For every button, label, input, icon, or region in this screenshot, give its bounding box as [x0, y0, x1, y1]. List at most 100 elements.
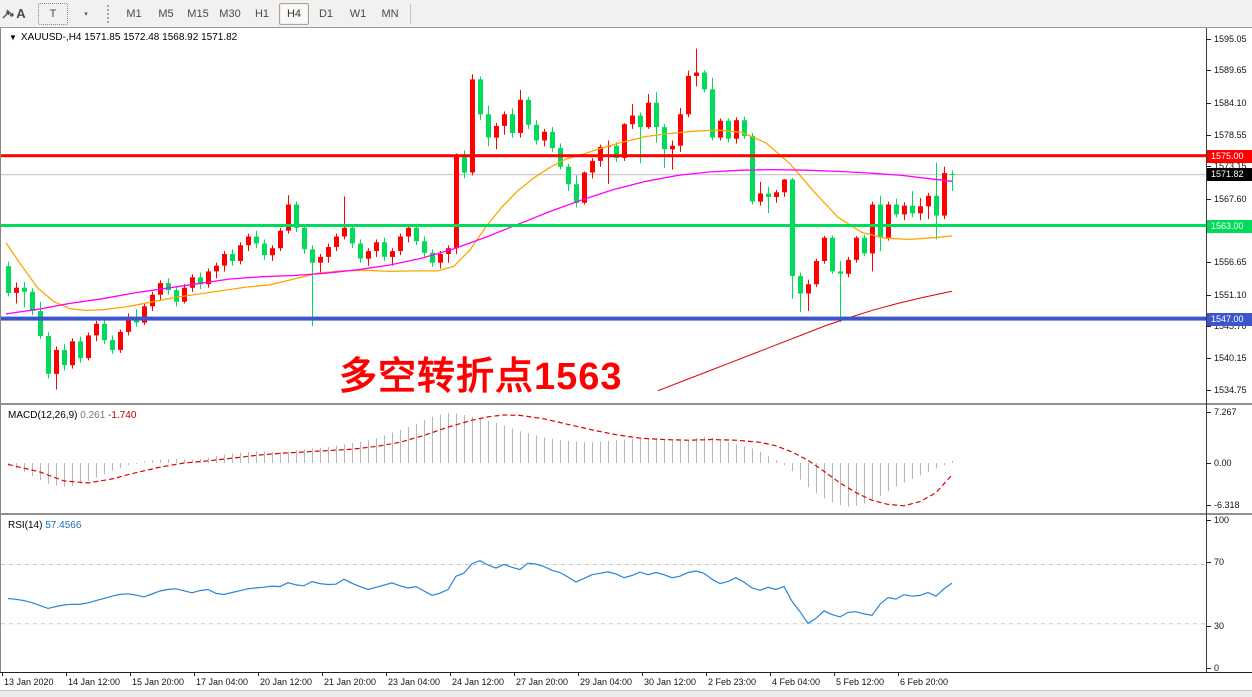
time-axis-tick: [386, 673, 387, 676]
price-badge: 1563.00: [1207, 220, 1252, 233]
time-axis[interactable]: 13 Jan 2020 14 Jan 12:00 15 Jan 20:00 17 Ja…: [0, 672, 1252, 691]
horizontal-line-object[interactable]: [1, 316, 1206, 321]
price-tick: [1206, 199, 1211, 200]
main-chart-canvas[interactable]: [1, 28, 1206, 403]
panel-separator[interactable]: [1, 403, 1252, 405]
timeframe-button-m30[interactable]: M30: [219, 7, 241, 20]
rsi-scale-label: 30: [1214, 621, 1225, 631]
timeframe-button-w1[interactable]: W1: [349, 7, 367, 20]
price-tick-label: 1589.65: [1214, 65, 1247, 75]
rsi-label: RSI(14) 57.4566: [8, 520, 81, 531]
macd-signal-line: [7, 414, 953, 507]
timeframe-button-m15[interactable]: M15: [187, 7, 209, 20]
time-axis-label: 5 Feb 12:00: [836, 677, 885, 687]
time-axis-label: 21 Jan 20:00: [324, 677, 377, 687]
toolbar-grip[interactable]: [107, 4, 114, 23]
price-tick-label: 1567.60: [1214, 194, 1247, 204]
rsi-scale-label: 70: [1214, 557, 1225, 567]
macd-label: MACD(12,26,9) 0.261 -1.740: [8, 410, 136, 421]
price-tick: [1206, 39, 1211, 40]
rsi-level-lines: [1, 564, 1206, 625]
ohlc-low: 1568.92: [162, 32, 199, 43]
rsi-value: 57.4566: [45, 520, 82, 531]
horizontal-line-object[interactable]: [1, 154, 1206, 158]
time-axis-tick: [194, 673, 195, 676]
panel-separator[interactable]: [1, 513, 1252, 515]
time-axis-label: 2 Feb 23:00: [708, 677, 757, 687]
chart-window[interactable]: 1595.05 1589.65 1584.10 1578.55 1573.15 1567.…: [0, 28, 1252, 673]
time-axis-tick: [642, 673, 643, 676]
macd-scale-label: -6.318: [1214, 500, 1240, 510]
time-axis-tick: [258, 673, 259, 676]
price-tick: [1206, 166, 1211, 167]
time-axis-label: 15 Jan 20:00: [132, 677, 185, 687]
price-scale-border[interactable]: [1206, 28, 1207, 672]
timeframe-group: M1 M5 M15 M30 H1 H4 D1 W1 MN: [118, 2, 406, 25]
time-axis-tick: [834, 673, 835, 676]
price-badge: 1571.82: [1207, 168, 1252, 181]
price-tick: [1206, 70, 1211, 71]
price-tick-label: 1584.10: [1214, 98, 1247, 108]
price-tick: [1206, 135, 1211, 136]
price-tick-label: 1545.70: [1214, 321, 1247, 331]
rsi-canvas[interactable]: [1, 515, 1206, 672]
rsi-scale-tick: [1206, 562, 1211, 563]
time-axis-tick: [322, 673, 323, 676]
price-tick-label: 1551.10: [1214, 290, 1247, 300]
symbol-period-label: XAUUSD-,H4: [20, 32, 82, 43]
rsi-scale-tick: [1206, 668, 1211, 669]
ohlc-open: 1571.85: [84, 32, 121, 43]
timeframe-button-mn[interactable]: MN: [381, 7, 399, 20]
macd-scale-label: 0.00: [1214, 458, 1232, 468]
horizontal-line-object[interactable]: [1, 224, 1206, 227]
toolbar-separator: [410, 3, 411, 24]
text-tool-button[interactable]: T: [38, 2, 68, 25]
time-axis-label: 24 Jan 12:00: [452, 677, 505, 687]
arrows-tool-button[interactable]: ▾: [2, 3, 100, 25]
candles-layer: [6, 48, 955, 390]
time-axis-tick: [898, 673, 899, 676]
collapse-triangle-icon[interactable]: ▼: [9, 33, 17, 42]
time-axis-label: 27 Jan 20:00: [516, 677, 569, 687]
price-badge: 1547.00: [1207, 313, 1252, 326]
price-tick: [1206, 326, 1211, 327]
macd-signal-value: -1.740: [108, 410, 137, 421]
timeframe-button-m1[interactable]: M1: [126, 7, 142, 20]
chart-title: ▼ XAUUSD-,H4 1571.85 1572.48 1568.92 1571…: [9, 32, 237, 43]
macd-scale-label: 7.267: [1214, 407, 1237, 417]
time-axis-label: 17 Jan 04:00: [196, 677, 249, 687]
dropdown-caret-icon: ▾: [84, 10, 88, 18]
arrows-tool-icon: [2, 9, 14, 18]
time-axis-tick: [706, 673, 707, 676]
timeframe-button-m5[interactable]: M5: [158, 7, 174, 20]
macd-name: MACD(12,26,9): [8, 410, 78, 421]
price-tick-label: 1595.05: [1214, 34, 1247, 44]
price-badge: 1575.00: [1207, 150, 1252, 163]
timeframe-button-h1[interactable]: H1: [254, 7, 270, 20]
chart-annotation-text[interactable]: 多空转折点1563: [339, 356, 623, 398]
time-axis-tick: [66, 673, 67, 676]
price-tick-label: 1556.65: [1214, 257, 1247, 267]
price-tick: [1206, 295, 1211, 296]
time-axis-label: 20 Jan 12:00: [260, 677, 313, 687]
macd-scale-tick: [1206, 463, 1211, 464]
timeframe-button-h4[interactable]: H4: [279, 2, 309, 25]
window-bottom-strip: [0, 690, 1252, 697]
macd-histogram: [8, 412, 953, 507]
time-axis-tick: [450, 673, 451, 676]
ma-mid-line: [5, 168, 953, 315]
ma-slow-line: [657, 290, 953, 392]
macd-scale-tick: [1206, 505, 1211, 506]
rsi-name: RSI(14): [8, 520, 43, 531]
macd-value: 0.261: [80, 410, 106, 421]
timeframe-button-d1[interactable]: D1: [318, 7, 334, 20]
macd-canvas[interactable]: [1, 405, 1206, 513]
price-tick-label: 1578.55: [1214, 130, 1247, 140]
ohlc-close: 1571.82: [201, 32, 238, 43]
letter-a-tool-button[interactable]: A: [16, 6, 26, 21]
time-axis-tick: [578, 673, 579, 676]
price-tick: [1206, 262, 1211, 263]
time-axis-tick: [770, 673, 771, 676]
price-tick-label: 1540.15: [1214, 353, 1247, 363]
